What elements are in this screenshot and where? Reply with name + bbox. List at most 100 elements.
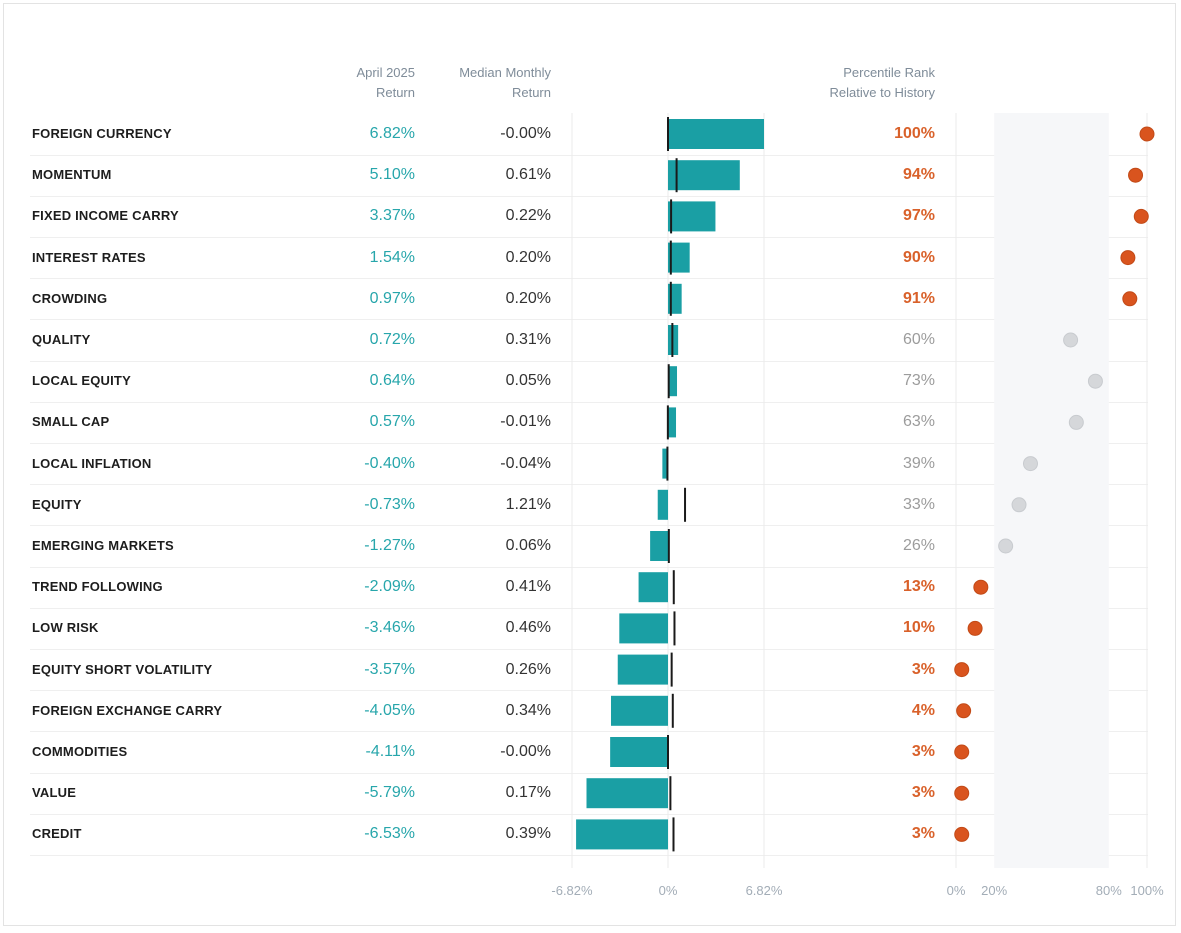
percentile-dot: [1011, 497, 1027, 513]
factor-label: FOREIGN EXCHANGE CARRY: [32, 702, 223, 718]
percentile-dot: [954, 826, 970, 842]
return-value: -6.53%: [364, 825, 415, 843]
row-separator: [30, 608, 1148, 609]
percentile-dot: [1128, 167, 1144, 183]
factor-label: SMALL CAP: [32, 414, 110, 430]
factor-label: VALUE: [32, 785, 77, 801]
percentile-shade: [994, 113, 1109, 868]
return-value: 6.82%: [369, 125, 415, 142]
median-value: 0.22%: [505, 207, 551, 225]
percentile-dot: [1139, 126, 1155, 142]
return-value: -2.09%: [364, 578, 415, 596]
return-bar: [638, 572, 668, 603]
percentile-dot: [954, 744, 970, 760]
row-separator: [30, 319, 1148, 320]
return-value: 0.64%: [369, 372, 415, 390]
row-separator: [30, 731, 1148, 732]
percentile-value: 90%: [902, 248, 935, 266]
return-bar: [617, 654, 668, 685]
return-bar: [657, 489, 668, 520]
median-value: 0.41%: [505, 578, 551, 596]
percentile-value: 91%: [902, 289, 935, 307]
bar-axis-tick: 0%: [659, 883, 678, 898]
return-bar: [619, 613, 668, 644]
median-value: 0.20%: [505, 248, 551, 266]
percentile-value: 94%: [902, 166, 935, 184]
return-value: -0.40%: [364, 454, 415, 472]
factor-label: MOMENTUM: [32, 167, 112, 183]
row-separator: [30, 567, 1148, 568]
percentile-dot: [973, 579, 989, 595]
percentile-dot: [956, 703, 972, 719]
median-value: -0.00%: [500, 125, 551, 142]
percentile-value: 39%: [902, 454, 935, 472]
percentile-value: 60%: [902, 331, 935, 348]
return-value: 0.97%: [369, 289, 415, 307]
header-percentile: Percentile Rank Relative to History: [829, 65, 935, 100]
return-bar: [576, 819, 668, 850]
percentile-dot: [1022, 456, 1038, 472]
row-separator: [30, 773, 1148, 774]
median-value: 0.61%: [505, 166, 551, 184]
factor-label: EMERGING MARKETS: [32, 538, 174, 553]
factor-label: CREDIT: [32, 826, 82, 842]
row-separator: [30, 649, 1148, 650]
percentile-dot: [1122, 291, 1138, 307]
median-value: 0.06%: [505, 537, 551, 554]
return-value: -0.73%: [364, 495, 415, 513]
row-separator: [30, 855, 1148, 856]
row-separator: [30, 155, 1148, 156]
return-bar: [586, 778, 668, 809]
factor-label: LOW RISK: [32, 620, 99, 636]
median-value: 0.20%: [505, 289, 551, 307]
percentile-axis-tick: 100%: [1130, 883, 1164, 898]
row-separator: [30, 196, 1148, 197]
row-separator: [30, 278, 1148, 279]
return-value: 3.37%: [369, 207, 415, 225]
percentile-value: 73%: [902, 372, 935, 390]
percentile-dot: [1087, 373, 1103, 389]
return-value: -5.79%: [364, 784, 415, 802]
median-value: 0.26%: [505, 660, 551, 678]
median-value: -0.00%: [500, 743, 551, 760]
header-return: April 2025 Return: [356, 65, 415, 100]
return-value: -4.11%: [365, 743, 415, 760]
row-separator: [30, 690, 1148, 691]
factor-label: QUALITY: [32, 332, 91, 347]
return-value: -1.27%: [364, 537, 415, 554]
return-value: 0.57%: [369, 413, 415, 431]
return-value: 1.54%: [369, 248, 415, 266]
percentile-value: 13%: [902, 578, 935, 596]
percentile-dot: [967, 620, 983, 636]
median-value: 0.17%: [505, 784, 551, 802]
median-value: 0.05%: [505, 372, 551, 390]
percentile-value: 33%: [902, 495, 935, 513]
percentile-value: 63%: [902, 413, 935, 431]
median-value: 0.39%: [505, 825, 551, 843]
row-separator: [30, 525, 1148, 526]
percentile-value: 3%: [911, 660, 935, 678]
row-separator: [30, 361, 1148, 362]
factor-label: COMMODITIES: [32, 744, 128, 759]
row-separator: [30, 402, 1148, 403]
percentile-value: 3%: [911, 743, 935, 760]
factor-label: TREND FOLLOWING: [32, 579, 163, 595]
return-bar: [668, 407, 677, 438]
factor-label: FOREIGN CURRENCY: [32, 126, 172, 141]
return-bar: [610, 737, 668, 767]
factor-label: LOCAL INFLATION: [32, 455, 152, 471]
percentile-dot: [998, 538, 1014, 554]
chart-frame: [3, 3, 1176, 926]
return-value: -3.46%: [364, 619, 415, 637]
percentile-dot: [1120, 250, 1136, 266]
percentile-value: 3%: [911, 784, 935, 802]
factor-label: EQUITY: [32, 496, 82, 512]
return-bar: [610, 695, 668, 726]
percentile-axis-tick: 20%: [981, 883, 1007, 898]
percentile-value: 3%: [911, 825, 935, 843]
return-bar: [650, 531, 668, 561]
return-bar: [662, 448, 668, 479]
percentile-dot: [1068, 414, 1084, 430]
factor-label: INTEREST RATES: [32, 249, 146, 265]
return-value: -4.05%: [364, 701, 415, 719]
